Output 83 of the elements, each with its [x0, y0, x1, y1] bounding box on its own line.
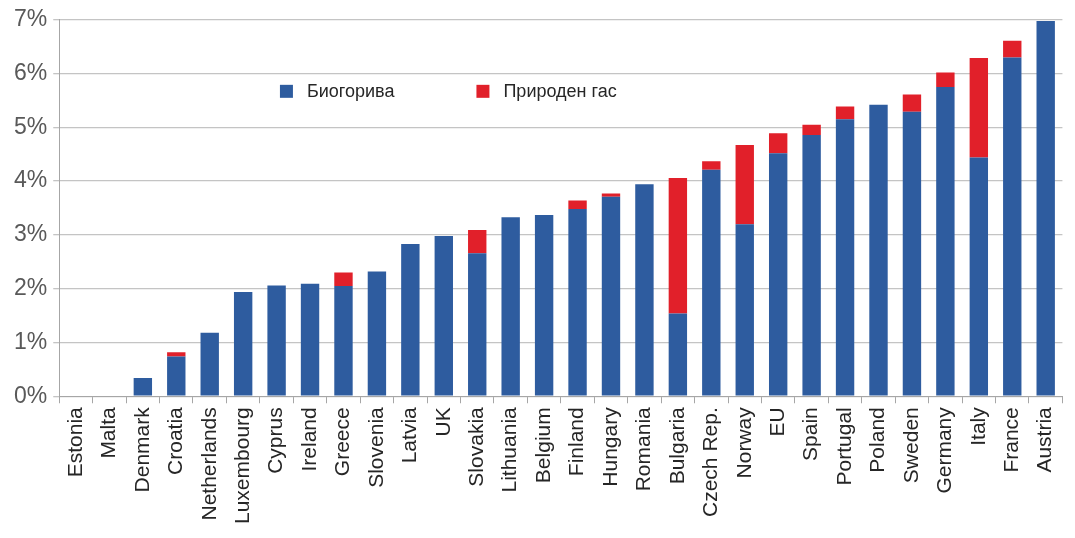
bar [501, 217, 520, 396]
x-tick-label: Luxembourg [229, 407, 253, 525]
x-tick-label: Belgium [530, 407, 554, 484]
bar [568, 209, 587, 396]
bar [401, 244, 420, 396]
x-tick-label: Romania [631, 406, 655, 492]
bar [969, 57, 989, 158]
bar [133, 377, 153, 396]
bar [300, 283, 320, 396]
x-tick-label: Poland [865, 407, 889, 473]
bar [869, 104, 888, 396]
y-tick-label: 0% [13, 381, 48, 408]
x-tick-label: Greece [330, 407, 354, 477]
x-tick-label: Portugal [831, 407, 855, 486]
bar [668, 313, 688, 396]
bar [635, 184, 654, 396]
bar [200, 332, 219, 396]
x-tick-label: Slovakia [464, 406, 488, 487]
bar [468, 230, 487, 254]
x-tick-label: Croatia [163, 406, 187, 475]
x-tick-label: Bulgaria [664, 406, 688, 485]
legend-label: Биогорива [306, 81, 396, 102]
x-tick-label: Estonia [62, 406, 86, 478]
bar [969, 157, 989, 396]
bar [802, 124, 821, 135]
bar [267, 285, 286, 396]
x-tick-label: Lithuania [497, 406, 521, 493]
bar [601, 193, 621, 197]
x-tick-label: Hungary [597, 406, 621, 487]
bar [802, 134, 821, 396]
bar [768, 153, 788, 396]
bar [902, 94, 922, 112]
bar [768, 133, 788, 154]
bar [835, 106, 855, 120]
y-tick-label: 2% [13, 274, 48, 301]
bar [936, 87, 955, 396]
bar [668, 177, 688, 314]
bar [902, 111, 922, 396]
bar [1036, 20, 1055, 396]
x-tick-label: EU [764, 407, 788, 437]
bar [534, 215, 554, 396]
bar [334, 272, 353, 287]
bar [434, 236, 453, 396]
bar [367, 271, 387, 396]
x-tick-label: Malta [96, 406, 120, 459]
x-tick-label: Norway [731, 406, 755, 479]
bar [702, 161, 721, 170]
x-tick-label: Finland [564, 407, 588, 477]
y-tick-label: 7% [13, 5, 48, 32]
bar [167, 356, 186, 396]
x-tick-label: UK [430, 407, 454, 437]
x-tick-label: France [999, 407, 1023, 473]
bar [835, 119, 855, 396]
bar [1003, 57, 1022, 396]
x-tick-label: Denmark [129, 406, 153, 493]
y-tick-label: 5% [13, 112, 48, 139]
y-tick-label: 3% [13, 220, 48, 247]
x-tick-label: Spain [798, 407, 822, 461]
bar [167, 352, 186, 357]
y-tick-label: 1% [13, 327, 48, 354]
x-tick-label: Austria [1032, 406, 1056, 473]
x-tick-label: Italy [965, 406, 989, 446]
x-tick-label: Czech Rep. [698, 407, 722, 517]
bar [1003, 40, 1022, 58]
y-tick-label: 6% [13, 58, 48, 85]
x-tick-label: Germany [932, 406, 956, 494]
bar [568, 200, 587, 210]
bar [334, 286, 353, 396]
x-tick-label: Latvia [397, 406, 421, 464]
bar [702, 169, 721, 396]
x-tick-label: Ireland [296, 407, 320, 472]
x-tick-label: Cyprus [263, 407, 287, 474]
x-tick-label: Slovenia [363, 406, 387, 488]
x-tick-label: Netherlands [196, 407, 220, 521]
y-tick-label: 4% [13, 166, 48, 193]
bar [735, 145, 754, 225]
legend-label: Природен гас [503, 81, 617, 102]
bar [601, 196, 621, 396]
bar [233, 291, 253, 396]
bar [936, 72, 955, 88]
bar [735, 224, 754, 396]
x-tick-label: Sweden [898, 407, 922, 484]
bar [468, 253, 487, 396]
